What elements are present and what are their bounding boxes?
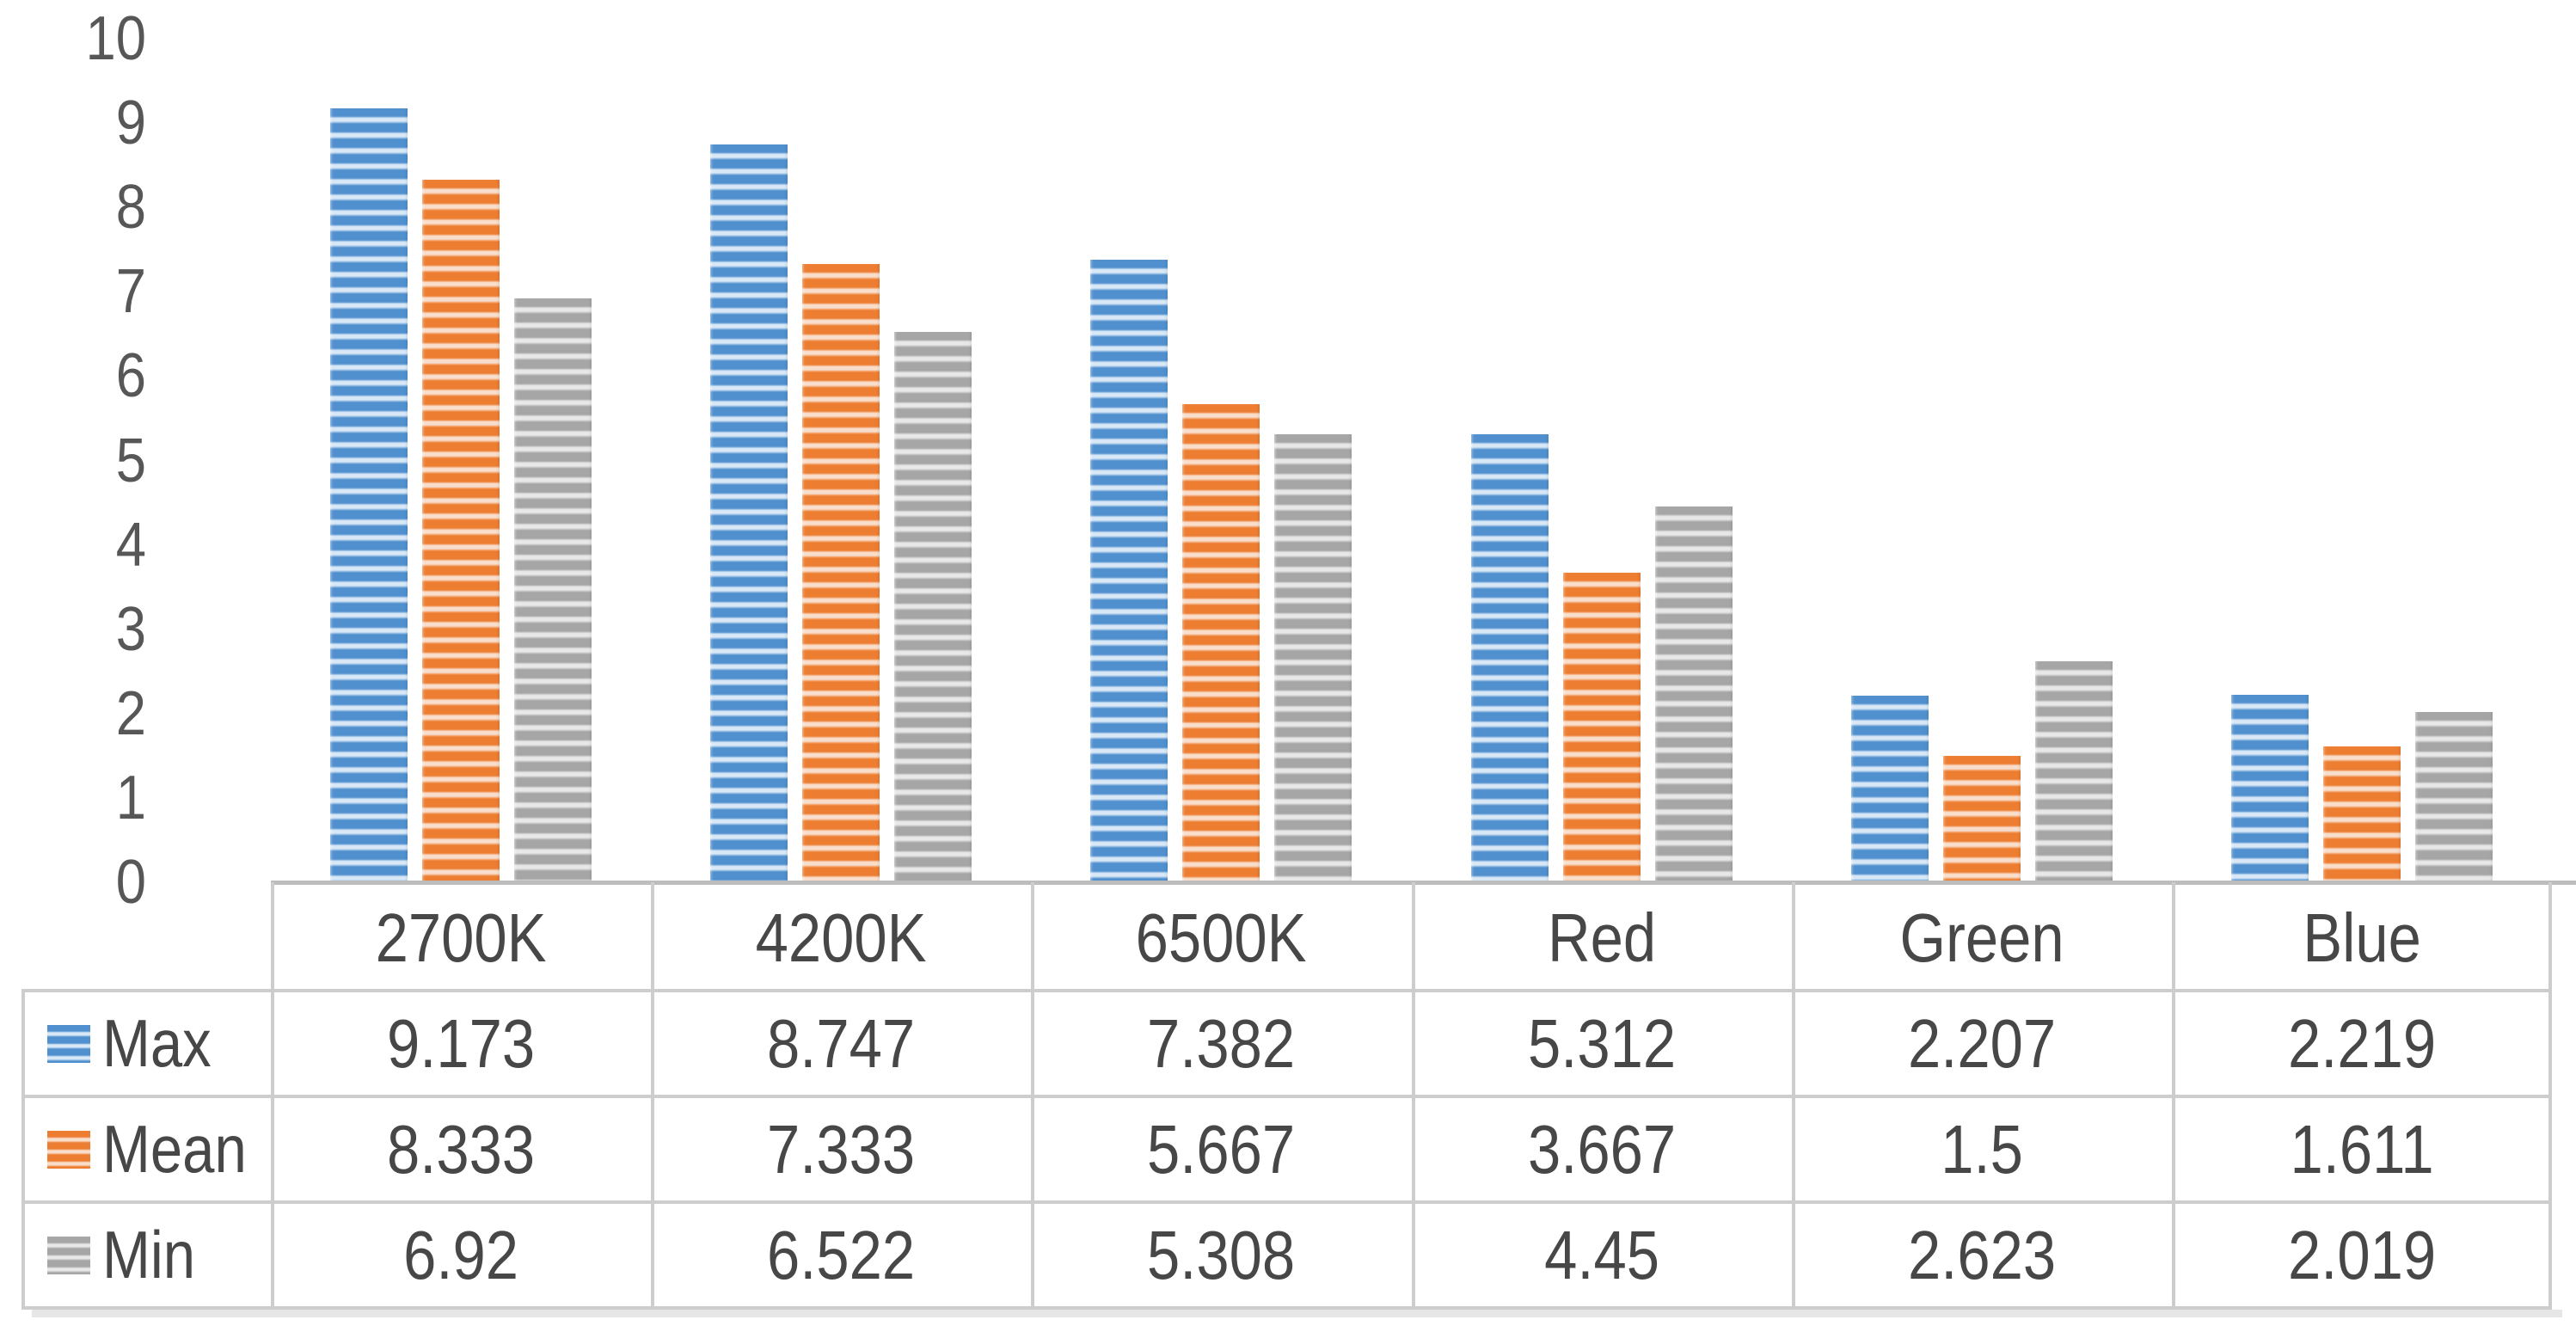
category-header-blue: Blue (2303, 899, 2421, 976)
legend-row-header-min: Min (25, 1204, 271, 1306)
value-cell-max-4200k: 8.747 (767, 1004, 916, 1082)
table-border-h-min-bottom (21, 1306, 2552, 1310)
y-axis-label-5: 5 (115, 426, 146, 495)
legend-row-header-max: Max (25, 992, 271, 1095)
table-border-h-header-bottom (21, 989, 2552, 992)
table-border-v-right (2548, 882, 2552, 1310)
y-axis-label-6: 6 (115, 341, 146, 411)
legend-key-mean-icon (47, 1130, 90, 1169)
bar-min-blue (2414, 711, 2493, 882)
legend-row-header-mean: Mean (25, 1098, 271, 1200)
value-cell-min-6500k: 5.308 (1147, 1216, 1296, 1293)
bar-max-green (1850, 696, 1929, 882)
category-header-2700k: 2700K (375, 899, 547, 976)
series-label-mean: Mean (102, 1111, 247, 1187)
y-axis-label-3: 3 (115, 594, 146, 664)
bar-max-4200k (710, 144, 788, 882)
y-axis-label-4: 4 (115, 510, 146, 580)
value-cell-mean-6500k: 5.667 (1147, 1110, 1296, 1188)
series-label-max: Max (102, 1005, 212, 1081)
bar-min-2700k (514, 298, 592, 882)
bar-mean-green (1942, 755, 2021, 882)
value-cell-min-blue: 2.019 (2287, 1216, 2436, 1293)
bar-min-6500k (1274, 434, 1352, 882)
value-cell-mean-green: 1.5 (1940, 1110, 2023, 1188)
category-header-4200k: 4200K (755, 899, 927, 976)
table-border-v-col-2 (1031, 882, 1035, 1310)
table-border-v-left (21, 989, 25, 1310)
table-border-v-col-4 (1791, 882, 1795, 1310)
y-axis-label-10: 10 (85, 4, 146, 73)
legend-key-max-icon (47, 1024, 90, 1063)
table-border-v-col-5 (2171, 882, 2175, 1310)
table-outer-shadow-bottom (32, 1310, 2562, 1317)
value-cell-mean-blue: 1.611 (2290, 1110, 2434, 1188)
value-cell-mean-4200k: 7.333 (767, 1110, 916, 1188)
x-axis-baseline (271, 881, 2576, 885)
value-cell-min-green: 2.623 (1907, 1216, 2056, 1293)
bar-mean-2700k (422, 179, 500, 882)
value-cell-min-2700k: 6.92 (403, 1216, 519, 1293)
category-header-6500k: 6500K (1135, 899, 1307, 976)
y-axis-label-1: 1 (115, 763, 146, 832)
bar-mean-red (1562, 573, 1641, 882)
bar-min-green (2034, 660, 2113, 882)
legend-key-min-icon (47, 1236, 90, 1274)
bar-min-red (1654, 506, 1733, 882)
category-header-green: Green (1899, 899, 2064, 976)
value-cell-max-blue: 2.219 (2287, 1004, 2436, 1082)
bar-max-red (1470, 433, 1549, 882)
series-label-min: Min (102, 1217, 196, 1292)
value-cell-min-red: 4.45 (1543, 1216, 1659, 1293)
y-axis-label-0: 0 (115, 848, 146, 917)
y-axis-label-9: 9 (115, 89, 146, 158)
bar-min-4200k (894, 332, 972, 882)
value-cell-mean-red: 3.667 (1527, 1110, 1676, 1188)
value-cell-mean-2700k: 8.333 (386, 1110, 536, 1188)
table-border-h-max-bottom (21, 1095, 2552, 1098)
table-border-h-mean-bottom (21, 1200, 2552, 1204)
bar-max-2700k (330, 108, 408, 882)
y-axis-label-7: 7 (115, 257, 146, 327)
y-axis-label-2: 2 (115, 678, 146, 748)
category-header-red: Red (1547, 899, 1656, 976)
bar-mean-4200k (802, 263, 880, 882)
table-border-v-col-1 (651, 882, 655, 1310)
value-cell-max-2700k: 9.173 (386, 1004, 536, 1082)
table-border-v-col-3 (1411, 882, 1415, 1310)
value-cell-max-6500k: 7.382 (1147, 1004, 1296, 1082)
bar-max-6500k (1090, 259, 1168, 882)
y-axis-label-8: 8 (115, 173, 146, 242)
table-border-v-rowheader-right (271, 882, 274, 1310)
bar-max-blue (2230, 695, 2309, 882)
value-cell-max-green: 2.207 (1907, 1004, 2056, 1082)
bar-mean-blue (2322, 746, 2401, 882)
bar-mean-6500k (1182, 404, 1260, 882)
value-cell-max-red: 5.312 (1527, 1004, 1676, 1082)
value-cell-min-4200k: 6.522 (767, 1216, 916, 1293)
